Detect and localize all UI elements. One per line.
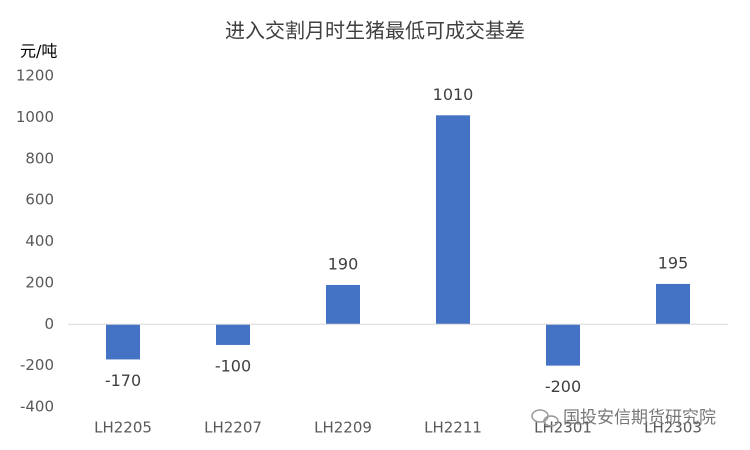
x-tick-label: LH2303 (644, 419, 702, 437)
y-tick-label: 600 (25, 191, 54, 209)
data-label: -100 (215, 356, 251, 375)
watermark-icon (531, 409, 559, 427)
bar (326, 284, 360, 325)
y-tick-label: 800 (25, 149, 54, 167)
data-label: 195 (658, 253, 689, 272)
y-tick-label: 1200 (16, 67, 54, 85)
bar (546, 324, 580, 366)
watermark: 国投安信期货研究院 (563, 408, 716, 428)
x-tick-label: LH2209 (314, 419, 372, 437)
y-tick-label: 0 (44, 315, 54, 333)
data-label: -200 (545, 377, 581, 396)
bar (216, 324, 250, 345)
x-tick-label: LH2205 (94, 419, 152, 437)
bar (436, 115, 470, 325)
bar (106, 324, 140, 360)
x-tick-label: LH2301 (534, 419, 592, 437)
x-tick-label: LH2211 (424, 419, 482, 437)
data-label: 1010 (433, 85, 474, 104)
data-label: 190 (328, 254, 359, 273)
bar (656, 283, 690, 325)
y-tick-label: 200 (25, 273, 54, 291)
chart-title: 进入交割月时生猪最低可成交基差 (225, 19, 525, 43)
y-tick-label: -400 (20, 398, 54, 416)
y-tick-label: 1000 (16, 108, 54, 126)
y-tick-label: -200 (20, 356, 54, 374)
y-tick-label: 400 (25, 232, 54, 250)
data-label: -170 (105, 371, 141, 390)
y-axis-label: 元/吨 (20, 42, 57, 61)
x-tick-label: LH2207 (204, 419, 262, 437)
